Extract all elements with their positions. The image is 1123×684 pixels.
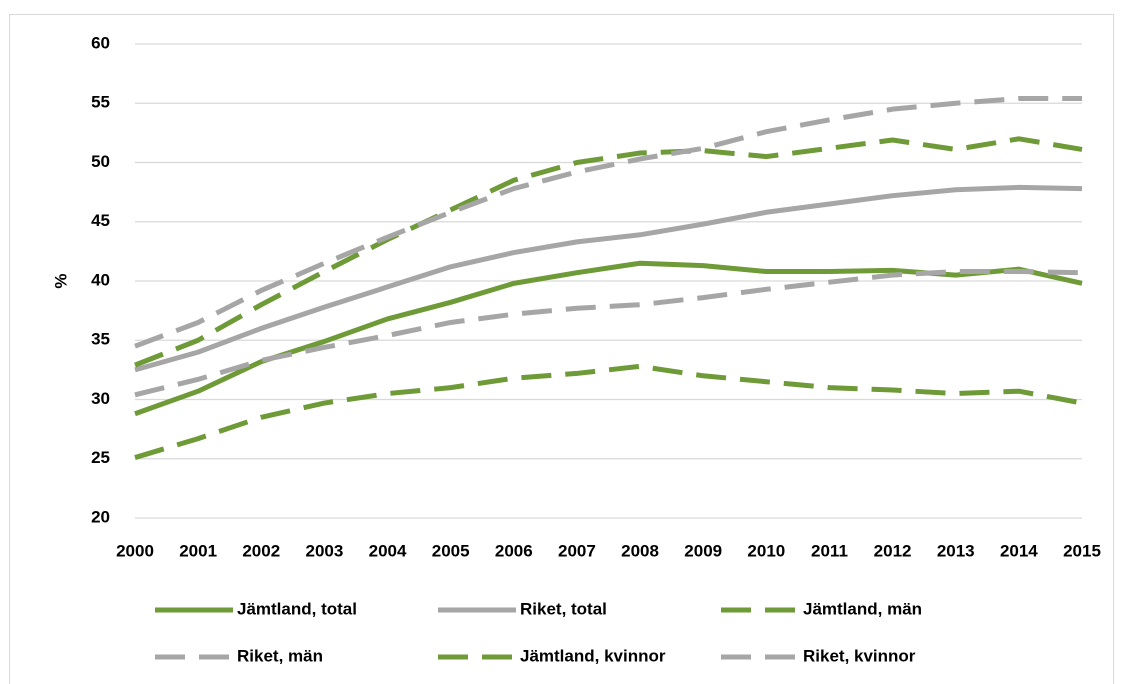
series-line — [134, 96, 1082, 349]
x-tick-label: 2003 — [305, 541, 343, 560]
x-tick-label: 2013 — [937, 541, 975, 560]
y-tick-label: 50 — [91, 152, 110, 171]
legend-label: Riket, män — [237, 646, 323, 665]
y-tick-label: 20 — [91, 507, 110, 526]
series-line — [134, 184, 1083, 373]
x-tick-label: 2005 — [432, 541, 470, 560]
x-tick-label: 2014 — [1000, 541, 1038, 560]
x-tick-label: 2011 — [811, 541, 848, 560]
y-tick-label: 35 — [91, 330, 110, 349]
x-tick-label: 2000 — [116, 541, 154, 560]
legend-label: Jämtland, män — [803, 599, 922, 618]
chart-frame — [9, 14, 1114, 684]
x-tick-label: 2008 — [621, 541, 659, 560]
series-line — [134, 136, 1083, 368]
y-tick-label: 45 — [91, 211, 110, 230]
x-tick-label: 2002 — [242, 541, 280, 560]
x-tick-label: 2009 — [684, 541, 722, 560]
y-axis-label: % — [51, 273, 70, 288]
x-tick-label: 2004 — [369, 541, 407, 560]
legend-label: Riket, total — [520, 599, 607, 618]
x-tick-label: 2001 — [179, 541, 217, 560]
x-tick-label: 2007 — [558, 541, 596, 560]
x-tick-label: 2010 — [747, 541, 785, 560]
legend-label: Riket, kvinnor — [803, 646, 916, 665]
y-tick-label: 40 — [91, 270, 110, 289]
legend-label: Jämtland, total — [237, 599, 357, 618]
series-line — [134, 363, 1083, 460]
y-tick-label: 30 — [91, 389, 110, 408]
y-tick-label: 60 — [91, 33, 110, 52]
y-tick-label: 55 — [91, 93, 110, 112]
series-line — [134, 269, 1083, 398]
x-tick-label: 2012 — [874, 541, 912, 560]
x-tick-label: 2006 — [495, 541, 533, 560]
x-tick-label: 2015 — [1063, 541, 1101, 560]
legend-label: Jämtland, kvinnor — [520, 646, 666, 665]
y-tick-label: 25 — [91, 448, 110, 467]
